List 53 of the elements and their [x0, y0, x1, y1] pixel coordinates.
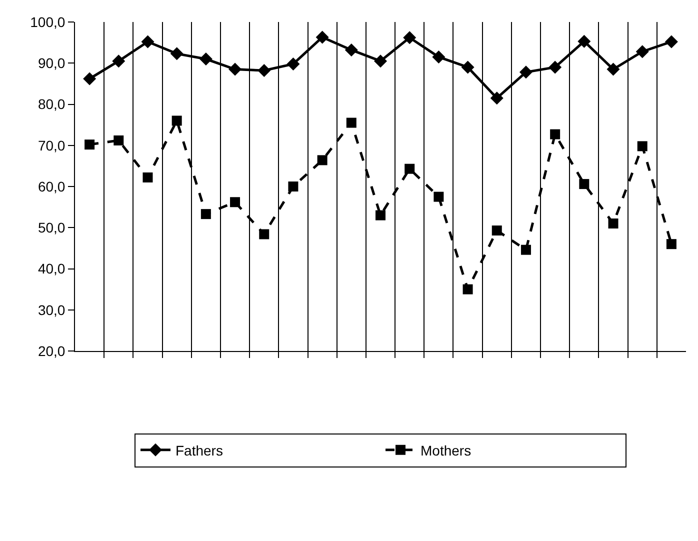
point — [286, 57, 300, 70]
point — [142, 172, 153, 182]
point — [344, 43, 358, 56]
point — [259, 229, 270, 240]
y-tick-label: 70,0 — [38, 137, 66, 154]
point — [578, 34, 591, 48]
point — [490, 92, 504, 105]
point — [316, 30, 329, 44]
y-tick-label: 90,0 — [38, 55, 66, 72]
point — [462, 284, 473, 294]
legend-label: Mothers — [420, 442, 472, 458]
y-tick-label: 20,0 — [38, 342, 66, 359]
point — [346, 118, 356, 128]
y-tick-label: 30,0 — [38, 302, 66, 318]
point — [84, 140, 95, 150]
point — [492, 226, 502, 236]
legend-label: Fathers — [176, 442, 223, 458]
point — [579, 179, 590, 190]
y-tick-label: 50,0 — [38, 220, 66, 236]
point — [664, 35, 678, 48]
point — [636, 45, 649, 58]
y-tick-label: 60,0 — [38, 178, 66, 194]
point — [606, 62, 620, 76]
point — [404, 164, 415, 174]
point — [461, 60, 474, 74]
y-tick-label: 40,0 — [38, 260, 66, 277]
point — [199, 52, 212, 66]
point — [637, 141, 648, 152]
point — [434, 192, 444, 202]
point — [114, 135, 124, 146]
point — [170, 47, 184, 60]
point — [376, 210, 386, 220]
point — [432, 50, 446, 64]
point — [608, 218, 618, 229]
point — [200, 209, 211, 220]
point — [317, 155, 328, 166]
point — [258, 64, 271, 78]
y-tick-label: 80,0 — [38, 96, 66, 112]
point — [172, 116, 182, 126]
point — [112, 54, 126, 68]
point — [550, 129, 560, 140]
point — [666, 239, 676, 250]
point — [519, 66, 532, 79]
point — [230, 197, 240, 208]
point — [548, 60, 562, 74]
point — [520, 244, 531, 255]
point — [374, 54, 387, 68]
y-tick-label: 100,0 — [30, 14, 66, 30]
point — [228, 62, 242, 76]
point — [403, 31, 416, 44]
point — [83, 72, 96, 86]
point — [288, 182, 298, 192]
point — [141, 35, 154, 48]
